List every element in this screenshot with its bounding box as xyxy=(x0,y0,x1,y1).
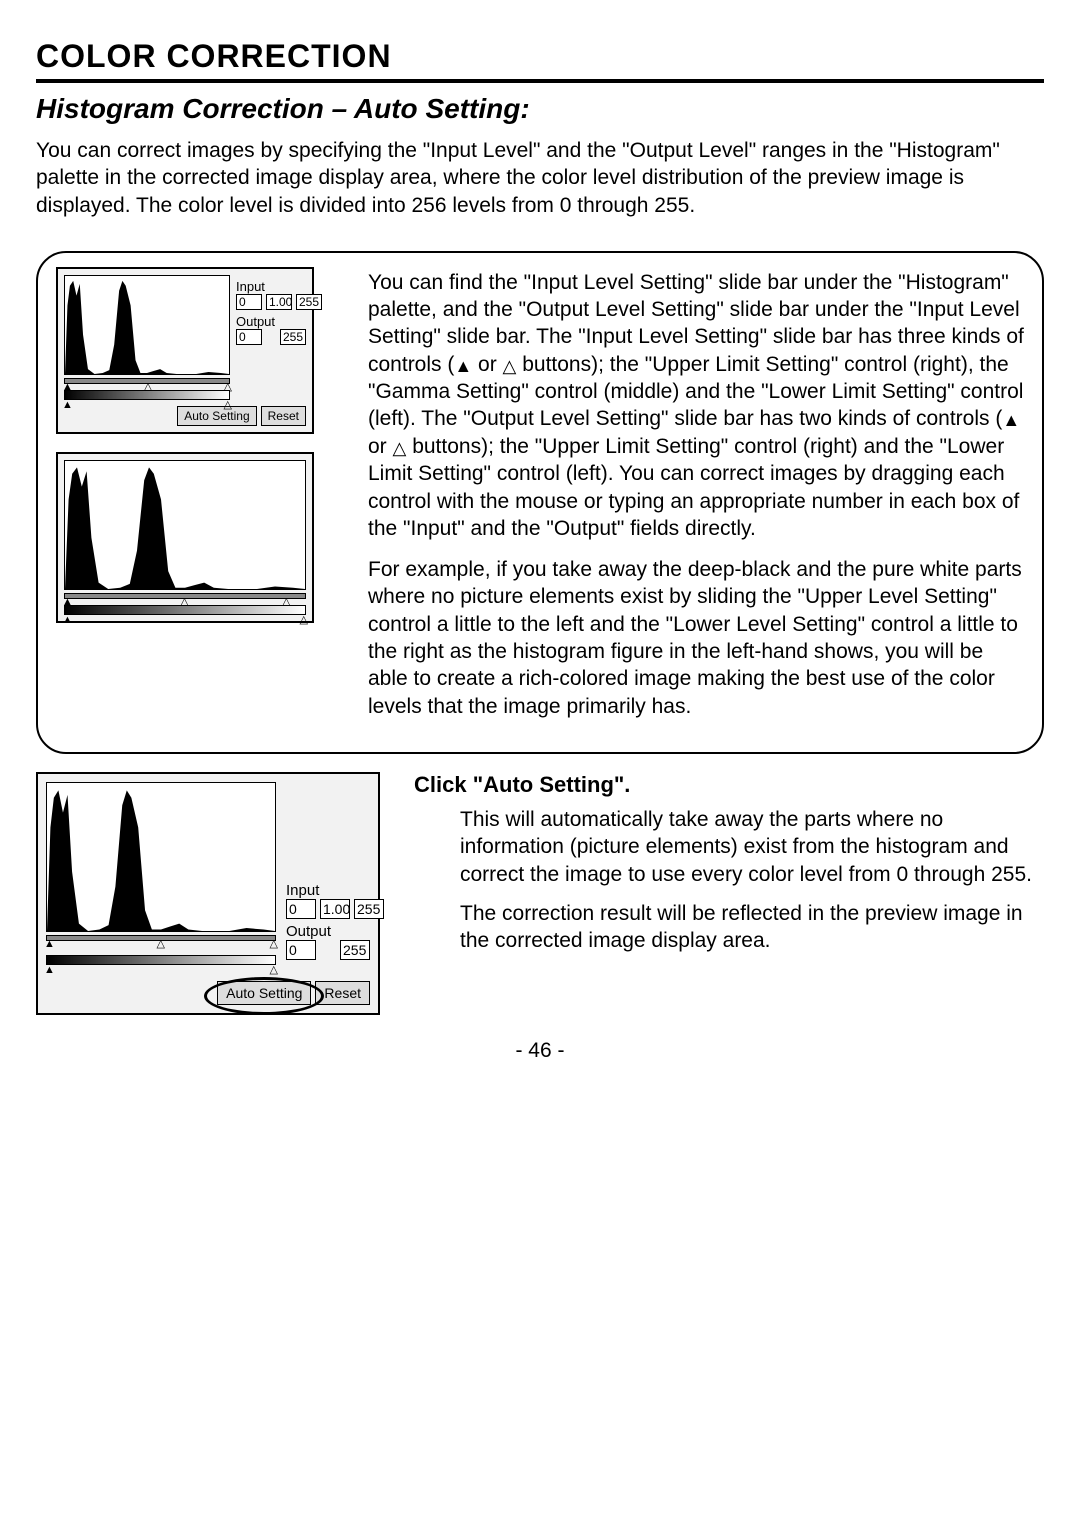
input-gamma-field[interactable]: 1.00 xyxy=(266,294,292,310)
input-label: Input xyxy=(286,882,370,899)
paragraph-2: For example, if you take away the deep-b… xyxy=(368,556,1024,720)
output-low-handle-icon[interactable] xyxy=(44,964,55,976)
input-gamma-handle-icon[interactable] xyxy=(156,937,164,950)
input-level-slider[interactable] xyxy=(46,935,276,941)
callout-text-column: You can find the "Input Level Setting" s… xyxy=(368,267,1024,734)
instruction-column: Click "Auto Setting". This will automati… xyxy=(414,772,1044,966)
reset-button[interactable]: Reset xyxy=(315,981,370,1005)
input-high-field[interactable]: 255 xyxy=(354,899,384,919)
page-number: - 46 - xyxy=(36,1039,1044,1063)
histogram-plot xyxy=(64,460,306,590)
input-high-field[interactable]: 255 xyxy=(296,294,322,310)
or-text: or xyxy=(472,353,502,376)
output-level-slider[interactable] xyxy=(64,390,230,400)
input-low-field[interactable]: 0 xyxy=(236,294,262,310)
bottom-row: Input 0 1.00 255 Output 0 255 Auto Setti… xyxy=(36,772,1044,1015)
open-triangle-icon: △ xyxy=(393,438,407,458)
reset-button[interactable]: Reset xyxy=(261,406,306,426)
input-high-handle-icon[interactable] xyxy=(270,937,278,950)
histogram-plot xyxy=(46,782,276,932)
histogram-palette-large: Input 0 1.00 255 Output 0 255 Auto Setti… xyxy=(36,772,380,1015)
input-low-handle-icon[interactable] xyxy=(44,938,55,950)
histogram-palette-cropped xyxy=(56,452,314,623)
output-high-field[interactable]: 255 xyxy=(280,329,306,345)
filled-triangle-icon: ▲ xyxy=(454,356,472,376)
output-low-handle-icon[interactable] xyxy=(62,399,73,411)
output-high-handle-icon[interactable] xyxy=(300,613,308,626)
output-low-field[interactable]: 0 xyxy=(286,940,316,960)
output-low-handle-icon[interactable] xyxy=(62,614,73,626)
input-low-field[interactable]: 0 xyxy=(286,899,316,919)
or-text: or xyxy=(368,435,393,458)
output-high-handle-icon[interactable] xyxy=(270,963,278,976)
click-paragraph-1: This will automatically take away the pa… xyxy=(460,806,1044,888)
click-body: This will automatically take away the pa… xyxy=(414,806,1044,954)
input-label: Input xyxy=(236,279,306,294)
para1-part-c: buttons); the "Upper Limit Setting" cont… xyxy=(368,435,1019,540)
output-level-slider[interactable] xyxy=(46,955,276,965)
output-label: Output xyxy=(236,314,306,329)
input-gamma-field[interactable]: 1.00 xyxy=(320,899,350,919)
histogram-plot xyxy=(64,275,230,375)
output-high-handle-icon[interactable] xyxy=(224,398,232,411)
output-label: Output xyxy=(286,923,370,940)
callout-figures-column: Input 0 1.00 255 Output 0 255 Auto Setti… xyxy=(56,267,346,734)
auto-setting-button[interactable]: Auto Setting xyxy=(217,981,311,1005)
intro-paragraph: You can correct images by specifying the… xyxy=(36,137,1044,219)
histogram-shape xyxy=(65,281,229,374)
input-level-slider[interactable] xyxy=(64,378,230,384)
click-paragraph-2: The correction result will be reflected … xyxy=(460,900,1044,955)
input-level-slider[interactable] xyxy=(64,593,306,599)
click-heading: Click "Auto Setting". xyxy=(414,772,1044,798)
paragraph-1: You can find the "Input Level Setting" s… xyxy=(368,269,1024,542)
histogram-shape xyxy=(65,467,305,589)
histogram-palette-small: Input 0 1.00 255 Output 0 255 Auto Setti… xyxy=(56,267,314,434)
filled-triangle-icon: ▲ xyxy=(1002,410,1020,430)
title-rule xyxy=(36,79,1044,83)
output-low-field[interactable]: 0 xyxy=(236,329,262,345)
open-triangle-icon: △ xyxy=(503,356,517,376)
auto-setting-button[interactable]: Auto Setting xyxy=(177,406,256,426)
output-level-slider[interactable] xyxy=(64,605,306,615)
page-title: COLOR CORRECTION xyxy=(36,38,1044,75)
histogram-shape xyxy=(47,790,275,931)
section-subtitle: Histogram Correction – Auto Setting: xyxy=(36,93,1044,125)
info-callout-box: Input 0 1.00 255 Output 0 255 Auto Setti… xyxy=(36,251,1044,754)
output-high-field[interactable]: 255 xyxy=(340,940,370,960)
